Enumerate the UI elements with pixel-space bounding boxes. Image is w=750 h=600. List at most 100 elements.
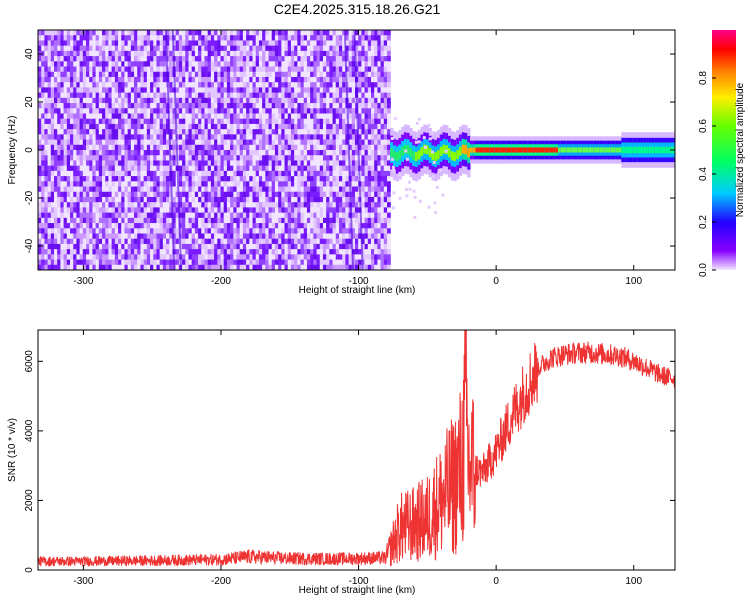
heatmap-cell — [140, 165, 145, 172]
heatmap-cell — [338, 259, 343, 266]
heatmap-cell — [76, 66, 81, 73]
heatmap-cell — [86, 170, 90, 177]
heatmap-cell — [159, 97, 164, 104]
heatmap-cell — [111, 228, 116, 235]
heatmap-cell — [185, 103, 190, 109]
heatmap-cell — [127, 264, 132, 270]
heatmap-cell — [207, 97, 212, 104]
heatmap-cell — [140, 155, 145, 162]
heatmap-cell — [223, 170, 228, 177]
heatmap-cell — [105, 249, 110, 255]
heatmap-cell — [377, 56, 382, 62]
heatmap-cell — [326, 97, 330, 104]
heatmap-cell — [124, 87, 129, 94]
heatmap-cell — [134, 87, 138, 94]
heatmap-cell — [121, 264, 126, 270]
heatmap-cell — [182, 155, 186, 162]
heatmap-cell — [258, 113, 263, 120]
heatmap-cell — [146, 233, 151, 240]
heatmap-cell — [188, 50, 193, 57]
heatmap-cell — [102, 108, 106, 115]
heatmap-cell — [265, 82, 270, 88]
heatmap-cell — [121, 217, 126, 224]
heatmap-cell — [367, 202, 372, 208]
heatmap-cell — [153, 92, 158, 99]
heatmap-cell — [201, 40, 206, 47]
heatmap-cell — [274, 50, 279, 57]
heatmap-cell — [268, 30, 273, 36]
heatmap-cell — [130, 191, 135, 198]
heatmap-cell — [290, 103, 295, 109]
heatmap-cell — [137, 61, 142, 68]
heatmap-cell — [367, 118, 372, 125]
heatmap-cell — [127, 165, 132, 172]
heatmap-cell — [204, 150, 209, 156]
heatmap-cell — [89, 134, 94, 141]
heatmap-cell — [271, 196, 276, 203]
heatmap-cell — [316, 191, 321, 198]
heatmap-cell — [226, 61, 231, 68]
heatmap-cell — [310, 160, 314, 167]
heatmap-cell — [348, 155, 353, 162]
heatmap-cell — [121, 40, 126, 47]
heatmap-cell — [284, 160, 289, 167]
heatmap-cell — [57, 108, 62, 115]
heatmap-cell — [242, 202, 247, 208]
heatmap-cell — [92, 228, 97, 235]
heatmap-cell — [290, 223, 295, 229]
heatmap-cell — [354, 233, 359, 240]
heatmap-cell — [290, 118, 295, 125]
heatmap-cell — [351, 186, 356, 193]
heatmap-cell — [281, 264, 286, 270]
heatmap-cell — [326, 259, 330, 266]
heatmap-cell — [338, 223, 343, 229]
heatmap-cell — [233, 45, 238, 52]
heatmap-cell — [329, 254, 334, 261]
heatmap-cell — [98, 108, 103, 115]
heatmap-cell — [380, 66, 385, 73]
heatmap-cell — [223, 129, 228, 135]
heatmap-cell — [306, 144, 311, 151]
heatmap-cell — [172, 129, 177, 135]
heatmap-cell — [166, 254, 170, 261]
heatmap-cell — [178, 191, 183, 198]
heatmap-cell — [153, 259, 158, 266]
heatmap-cell — [361, 254, 366, 261]
heatmap-cell — [73, 155, 78, 162]
heatmap-cell — [102, 254, 106, 261]
heatmap-cell — [182, 113, 186, 120]
heatmap-cell — [156, 212, 161, 219]
heatmap-cell — [156, 155, 161, 162]
heatmap-cell — [297, 139, 302, 146]
heatmap-cell — [198, 176, 202, 182]
heatmap-cell — [303, 264, 308, 270]
heatmap-cell — [236, 30, 241, 36]
heatmap-cell — [297, 212, 302, 219]
heatmap-cell — [338, 113, 343, 120]
heatmap-cell — [191, 238, 196, 245]
heatmap-cell — [198, 113, 202, 120]
heatmap-cell — [361, 76, 366, 83]
heatmap-cell — [278, 150, 282, 156]
heatmap-cell — [310, 92, 314, 99]
heatmap-cell — [281, 134, 286, 141]
heatmap-cell — [223, 76, 228, 83]
heatmap-cell — [371, 196, 375, 203]
heatmap-cell — [66, 170, 71, 177]
heatmap-cell — [124, 233, 129, 240]
heatmap-cell — [191, 50, 196, 57]
heatmap-cell — [284, 134, 289, 141]
heatmap-cell — [73, 243, 78, 250]
heatmap-cell — [156, 123, 161, 130]
heatmap-cell — [118, 76, 122, 83]
heatmap-cell — [143, 87, 148, 94]
heatmap-cell — [198, 82, 202, 88]
heatmap-cell — [140, 134, 145, 141]
heatmap-cell — [70, 92, 74, 99]
heatmap-cell — [306, 181, 311, 188]
heatmap-cell — [201, 238, 206, 245]
heatmap-cell — [306, 40, 311, 47]
heatmap-cell — [268, 76, 273, 83]
heatmap-cell — [150, 40, 154, 47]
heatmap-cell — [89, 254, 94, 261]
